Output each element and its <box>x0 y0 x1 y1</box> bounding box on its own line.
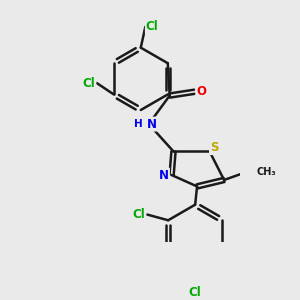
Text: Cl: Cl <box>83 76 95 89</box>
Text: O: O <box>196 85 206 98</box>
Text: CH₃: CH₃ <box>256 167 276 177</box>
Text: Cl: Cl <box>133 208 145 221</box>
Text: H: H <box>134 119 142 129</box>
Text: N: N <box>159 169 169 182</box>
Text: Cl: Cl <box>189 286 202 299</box>
Text: N: N <box>147 118 157 130</box>
Text: Cl: Cl <box>146 20 159 33</box>
Text: S: S <box>210 141 218 154</box>
